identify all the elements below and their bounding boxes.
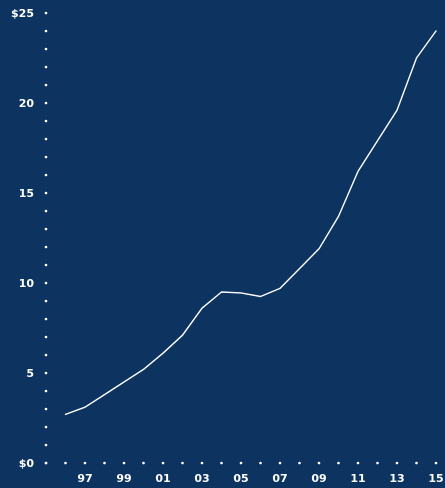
x-tick-label: 05 bbox=[233, 472, 248, 485]
x-axis-dot bbox=[415, 461, 418, 465]
x-tick-label: 09 bbox=[311, 472, 326, 485]
y-tick-label: 20 bbox=[19, 97, 35, 110]
y-axis-dot bbox=[44, 137, 48, 141]
x-tick-label: 13 bbox=[389, 472, 404, 485]
y-axis-dot bbox=[44, 11, 48, 15]
y-axis-dot bbox=[44, 245, 48, 249]
y-axis-dot bbox=[44, 353, 48, 357]
y-axis-dot bbox=[44, 47, 48, 51]
y-axis-dot bbox=[44, 299, 48, 303]
x-axis-tick-labels: 97 99 01 03 05 07 09 11 13 15 bbox=[77, 472, 443, 485]
x-axis-dot bbox=[181, 461, 184, 465]
y-axis-dot bbox=[44, 191, 48, 195]
x-tick-label: 01 bbox=[155, 472, 170, 485]
x-tick-label: 97 bbox=[77, 472, 92, 485]
x-axis-dot bbox=[103, 461, 106, 465]
x-axis-dot bbox=[64, 461, 67, 465]
y-axis-dot bbox=[44, 65, 48, 69]
x-axis-dot bbox=[161, 461, 165, 465]
x-axis-dot bbox=[317, 461, 321, 465]
y-tick-label: $25 bbox=[11, 7, 34, 20]
y-axis-dotted-line bbox=[44, 11, 48, 465]
y-tick-label: 10 bbox=[19, 277, 35, 290]
y-axis-dot bbox=[44, 281, 48, 285]
series-lines bbox=[64, 30, 437, 416]
x-axis-dot bbox=[337, 461, 340, 465]
x-axis-dotted-line bbox=[44, 461, 438, 465]
y-tick-label: $0 bbox=[19, 457, 35, 470]
x-axis-dot bbox=[434, 461, 438, 465]
x-tick-label: 99 bbox=[116, 472, 131, 485]
x-axis-dot bbox=[83, 461, 87, 465]
y-tick-label: 15 bbox=[19, 187, 34, 200]
x-tick-label: 07 bbox=[272, 472, 287, 485]
y-axis-dot bbox=[44, 173, 48, 177]
y-axis-dot bbox=[44, 83, 48, 87]
y-axis-dot bbox=[44, 227, 48, 231]
y-axis-tick-labels: $0 5 10 15 20 $25 bbox=[11, 7, 34, 470]
x-axis-dot bbox=[278, 461, 282, 465]
series-line bbox=[64, 30, 437, 416]
y-axis-dot bbox=[44, 389, 48, 393]
x-axis-dot bbox=[220, 461, 223, 465]
y-axis-dot bbox=[44, 317, 48, 321]
x-tick-label: 03 bbox=[194, 472, 209, 485]
y-tick-label: 5 bbox=[26, 367, 34, 380]
x-axis-dot bbox=[122, 461, 126, 465]
y-axis-dot bbox=[44, 263, 48, 267]
y-axis-dot bbox=[44, 425, 48, 429]
x-tick-label: 15 bbox=[428, 472, 443, 485]
x-axis-dot bbox=[376, 461, 379, 465]
y-axis-dot bbox=[44, 443, 48, 447]
x-axis-dot bbox=[200, 461, 204, 465]
x-axis-dot bbox=[142, 461, 145, 465]
y-axis-dot bbox=[44, 209, 48, 213]
y-axis-dot bbox=[44, 335, 48, 339]
y-axis-dot bbox=[44, 119, 48, 123]
y-axis-dot bbox=[44, 371, 48, 375]
x-tick-label: 11 bbox=[350, 472, 365, 485]
x-axis-dot bbox=[239, 461, 243, 465]
y-axis-dot bbox=[44, 29, 48, 33]
x-axis-dot bbox=[298, 461, 301, 465]
y-axis-dot bbox=[44, 101, 48, 105]
x-axis-dot bbox=[395, 461, 399, 465]
y-axis-dot bbox=[44, 407, 48, 411]
x-axis-dot bbox=[259, 461, 262, 465]
x-axis-dot bbox=[356, 461, 360, 465]
x-axis-dot bbox=[44, 461, 48, 465]
y-axis-dot bbox=[44, 155, 48, 159]
